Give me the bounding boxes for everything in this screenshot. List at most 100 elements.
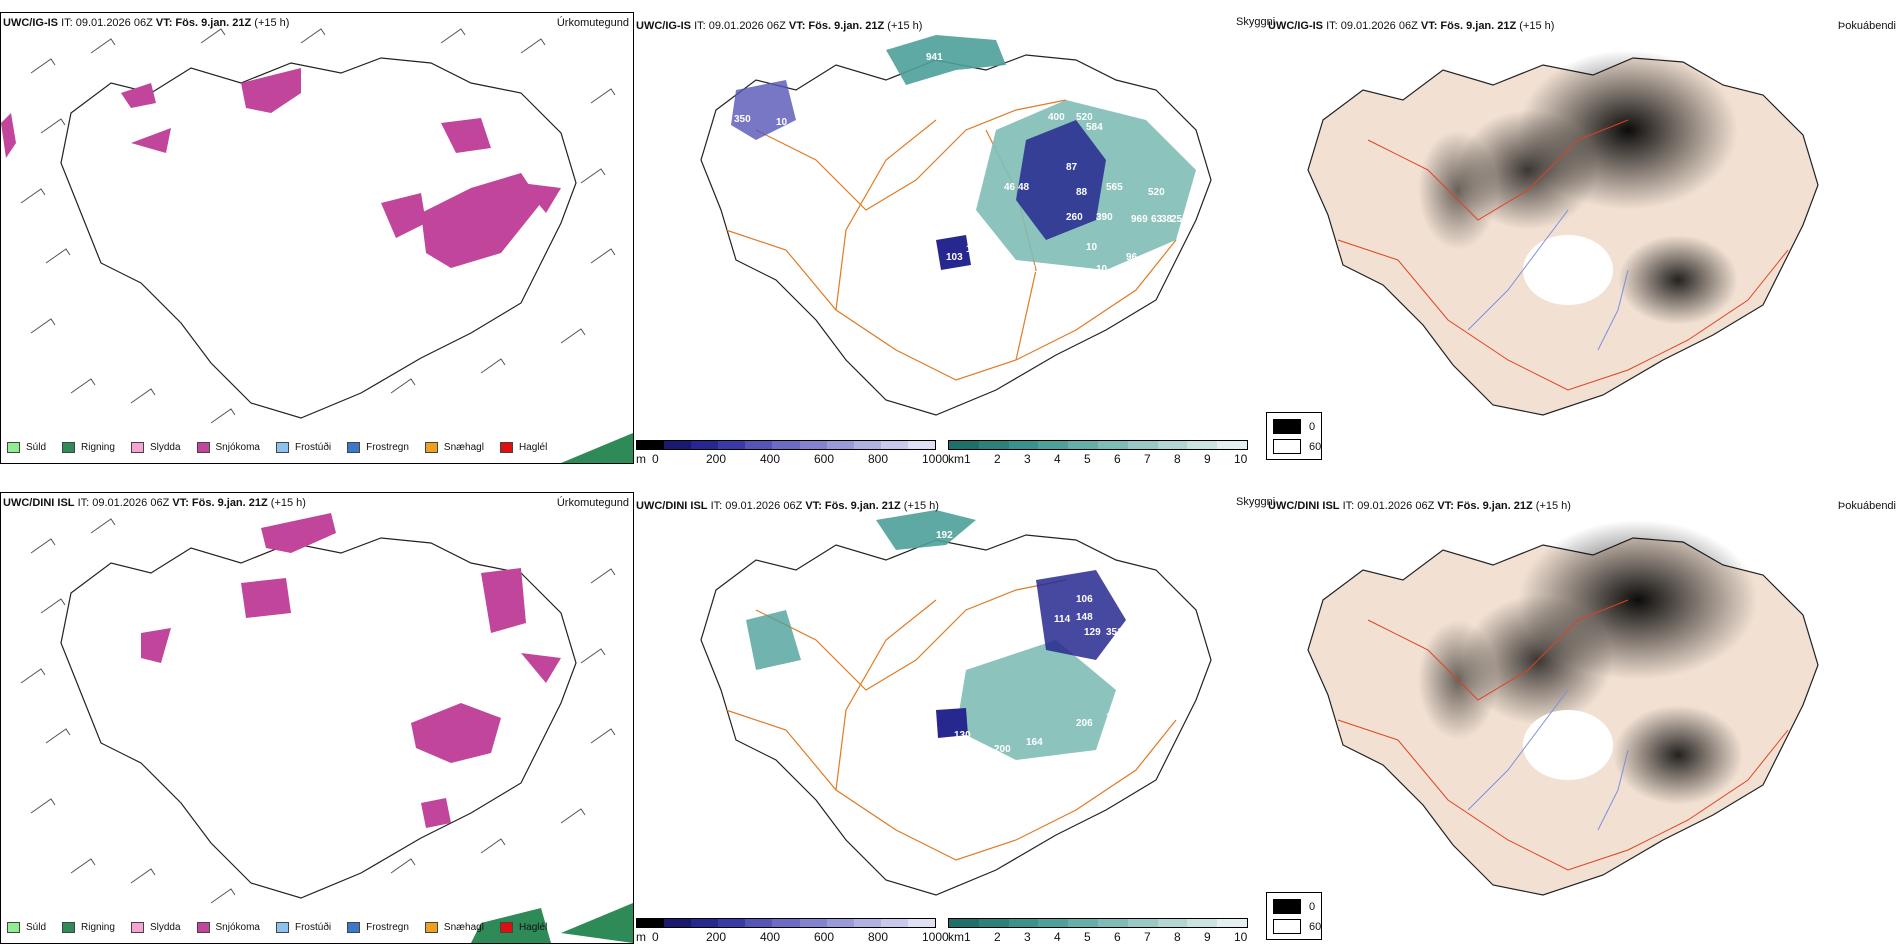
- colorbar-segment: [949, 919, 979, 927]
- fog-legend-label: 60: [1309, 440, 1322, 453]
- legend-label: Snæhagl: [443, 922, 484, 933]
- height-label: 353: [734, 142, 751, 153]
- colorbar-segment: [880, 441, 908, 449]
- colorbar-segment: [1217, 919, 1247, 927]
- wind-barbs: [20, 518, 616, 904]
- visibility-labels: 192 536 106 114 148 129 351 13 130 200 164 206 16 10: [894, 530, 1168, 793]
- precip-legend: Súld Rigning Slydda Snjókoma Frostúði Frostre…: [7, 922, 563, 933]
- legend-label: Súld: [26, 442, 47, 453]
- colorbar-segment: [664, 919, 692, 927]
- colorbar-tick: 6: [1114, 452, 1121, 466]
- colorbar-tick: 1: [964, 930, 971, 944]
- height-label: 520: [1148, 187, 1165, 198]
- colorbar-segment: [1127, 441, 1158, 449]
- colorbar-segment: [880, 919, 908, 927]
- colorbar-segment: [978, 441, 1009, 449]
- height-label: 38: [1161, 214, 1173, 225]
- fog-map-top: UWC/IG-IS IT: 09.01.2026 06Z VT: Fös. 9.…: [1268, 10, 1900, 470]
- legend-item: Slydda: [130, 442, 181, 453]
- height-label: 106: [1076, 594, 1093, 605]
- colorbar-tick: 5: [1084, 452, 1091, 466]
- visibility-map-top: 941 350 353 10 46 48 400 520 584 87 88 565 520 260 390…: [636, 10, 1275, 470]
- height-label: 10: [1106, 282, 1118, 293]
- colorbar-tick: 3: [1024, 930, 1031, 944]
- legend-swatch: [196, 442, 210, 453]
- colorbar-tick: 1000: [922, 930, 949, 944]
- panel-title: UWC/IG-IS IT: 09.01.2026 06Z VT: Fös. 9.…: [1268, 20, 1555, 32]
- wind-barbs: [20, 28, 616, 424]
- colorbar-tick: 3: [1024, 452, 1031, 466]
- height-ticks: m 0 200 400 600 800 1000: [636, 930, 949, 944]
- road-network: [1337, 119, 1789, 391]
- low-visibility-areas: [746, 510, 1126, 760]
- height-label: 260: [1066, 212, 1083, 223]
- legend-item: Haglél: [499, 922, 548, 933]
- height-label: 390: [1096, 212, 1113, 223]
- legend-label: Súld: [26, 922, 47, 933]
- legend-swatch: [275, 922, 289, 933]
- fog-legend-swatch: [1273, 439, 1301, 454]
- colorbar-segment: [637, 441, 665, 449]
- legend-label: Frostúði: [294, 442, 332, 453]
- precip-map-canvas-top: [1, 28, 633, 463]
- parameter-label: Úrkomutegund: [556, 497, 629, 509]
- colorbar-segment: [1097, 441, 1128, 449]
- visibility-ticks: km 1 2 3 4 5 6 7 8 9 10: [948, 930, 1248, 944]
- height-label: 11: [1031, 264, 1042, 275]
- legend-label: Frostúði: [294, 922, 332, 933]
- fog-legend-swatch: [1273, 919, 1301, 934]
- legend-label: Rigning: [81, 922, 115, 933]
- legend-label: Snjókoma: [215, 442, 260, 453]
- colorbar-segment: [949, 441, 979, 449]
- colorbar-segment: [1008, 441, 1039, 449]
- colorbar-tick: 9: [1204, 930, 1211, 944]
- colorbar-tick: 200: [706, 452, 727, 466]
- colorbar-segment: [691, 919, 719, 927]
- visibility-colorbar: [948, 440, 1248, 450]
- colorbar-segment: [1038, 919, 1069, 927]
- height-label: 157: [996, 270, 1013, 281]
- panel-title: UWC/DINI ISL IT: 09.01.2026 06Z VT: Fös.…: [636, 500, 939, 512]
- precip-type-map-top: UWC/IG-IS IT: 09.01.2026 06Z VT: Fös. 9.…: [0, 12, 634, 464]
- legend-label: Haglél: [518, 922, 548, 933]
- colorbar-segment: [978, 919, 1009, 927]
- low-visibility-areas: [731, 35, 1196, 270]
- legend-item: Snæhagl: [424, 922, 484, 933]
- height-label: 88: [1076, 187, 1088, 198]
- legend-swatch: [62, 922, 76, 933]
- height-label: 400: [1048, 112, 1065, 123]
- legend-label: Frostregn: [366, 442, 409, 453]
- colorbar-tick: 2: [994, 930, 1001, 944]
- legend-item: Súld: [7, 442, 46, 453]
- colorbar-segment: [745, 441, 773, 449]
- legend-label: Haglél: [518, 442, 548, 453]
- height-colorbar: [636, 440, 936, 450]
- colorbar-segment: [826, 919, 854, 927]
- height-label: 351: [1106, 627, 1123, 638]
- height-label: 103: [946, 252, 963, 263]
- height-label: 130: [954, 730, 971, 741]
- height-label: 16: [1056, 782, 1068, 793]
- legend-swatch: [275, 442, 289, 453]
- colorbar-tick: 6: [1114, 930, 1121, 944]
- legend-item: Frostregn: [347, 922, 409, 933]
- colorbar-segment: [1008, 919, 1039, 927]
- colorbar-tick: 9: [1204, 452, 1211, 466]
- panel-title: UWC/DINI ISL IT: 09.01.2026 06Z VT: Fös.…: [1268, 500, 1571, 512]
- road-network: [725, 579, 1177, 861]
- parameter-label: Þokuábendi: [1837, 500, 1896, 512]
- rivers: [1467, 209, 1629, 351]
- height-label: 16: [966, 244, 978, 255]
- colorbar-tick: 8: [1174, 452, 1181, 466]
- snow-areas: [141, 513, 561, 828]
- colorbar-segment: [1127, 919, 1158, 927]
- colorbar-tick: 800: [868, 930, 889, 944]
- height-label: 96: [1126, 252, 1138, 263]
- legend-label: Frostregn: [366, 922, 409, 933]
- fog-legend-label: 0: [1309, 900, 1316, 913]
- colorbar-segment: [772, 919, 800, 927]
- precip-legend: Súld Rigning Slydda Snjókoma Frostúði Frostre…: [7, 442, 563, 453]
- precip-map-canvas-bottom: [20, 513, 633, 943]
- colorbar-segment: [1068, 919, 1098, 927]
